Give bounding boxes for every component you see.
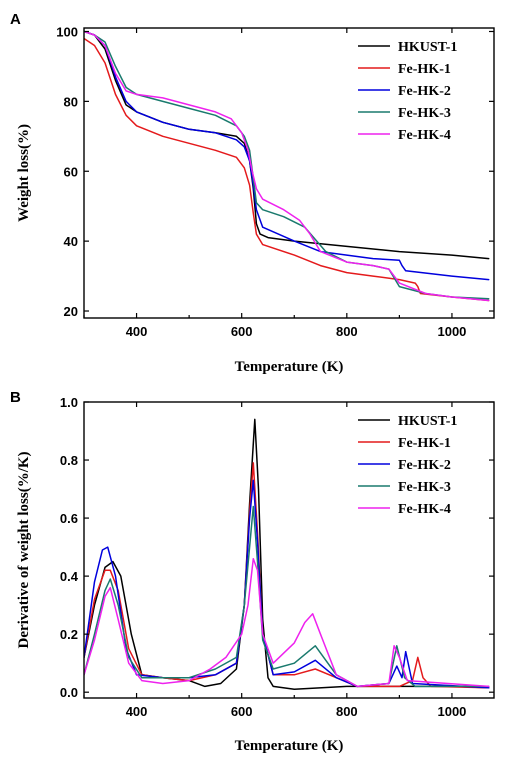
x-tick-label: 400: [126, 324, 148, 339]
y-tick-label: 0.2: [60, 627, 78, 642]
panel-letter: A: [10, 11, 21, 28]
y-tick-label: 20: [64, 304, 78, 319]
x-tick-label: 1000: [437, 704, 466, 719]
legend-label: Fe-HK-3: [398, 480, 451, 495]
x-tick-label: 400: [126, 704, 148, 719]
y-axis-title: Derivative of weight loss(%/K): [16, 451, 32, 648]
panel-letter: B: [10, 389, 21, 406]
y-tick-label: 80: [64, 94, 78, 109]
series-group: [84, 418, 490, 691]
y-tick-label: 100: [56, 24, 78, 39]
chart-panel-b: B 400 600 800 1000 0.0 0.2 0.4 0.6 0.8 1.0 Temperat…: [10, 389, 495, 754]
legend-label: HKUST-1: [398, 40, 457, 55]
series-line-fe-hk-4: [84, 557, 490, 688]
legend: HKUST-1 Fe-HK-1 Fe-HK-2 Fe-HK-3 Fe-HK-4: [358, 414, 457, 517]
legend-label: Fe-HK-1: [398, 62, 451, 77]
series-line-fe-hk-1: [84, 37, 490, 302]
series-line-fe-hk-3: [84, 505, 490, 688]
y-tick-label: 40: [64, 234, 78, 249]
y-tick-label: 1.0: [60, 395, 78, 410]
series-line-fe-hk-4: [84, 30, 490, 302]
plot-frame: [83, 27, 495, 319]
x-tick-label: 600: [231, 324, 253, 339]
legend-label: Fe-HK-4: [398, 128, 451, 143]
legend-label: Fe-HK-2: [398, 458, 451, 473]
y-tick-label: 0.4: [60, 569, 79, 584]
x-tick-label: 800: [336, 704, 358, 719]
y-tick-label: 0.8: [60, 453, 78, 468]
y-tick-label: 0.6: [60, 511, 78, 526]
legend-label: Fe-HK-1: [398, 436, 451, 451]
plot-frame: [83, 401, 495, 699]
x-axis-title: Temperature (K): [235, 738, 344, 754]
legend-label: Fe-HK-4: [398, 502, 451, 517]
legend-label: Fe-HK-2: [398, 84, 451, 99]
chart-panel-a: A 400 600 800 1000 20 40 60 80 100 Temperature (K)…: [10, 11, 495, 375]
series-line-fe-hk-2: [84, 479, 490, 689]
y-tick-label: 0.0: [60, 685, 78, 700]
x-tick-label: 1000: [437, 324, 466, 339]
series-group: [84, 30, 490, 302]
legend-label: HKUST-1: [398, 414, 457, 429]
y-axis-title: Weight loss(%): [16, 124, 32, 222]
legend-label: Fe-HK-3: [398, 106, 451, 121]
series-line-hkust-1: [84, 30, 490, 260]
series-line-fe-hk-1: [84, 462, 490, 689]
x-axis-title: Temperature (K): [235, 359, 344, 375]
x-tick-label: 600: [231, 704, 253, 719]
series-line-fe-hk-2: [84, 30, 490, 281]
y-tick-label: 60: [64, 164, 78, 179]
x-tick-label: 800: [336, 324, 358, 339]
legend: HKUST-1 Fe-HK-1 Fe-HK-2 Fe-HK-3 Fe-HK-4: [358, 40, 457, 143]
